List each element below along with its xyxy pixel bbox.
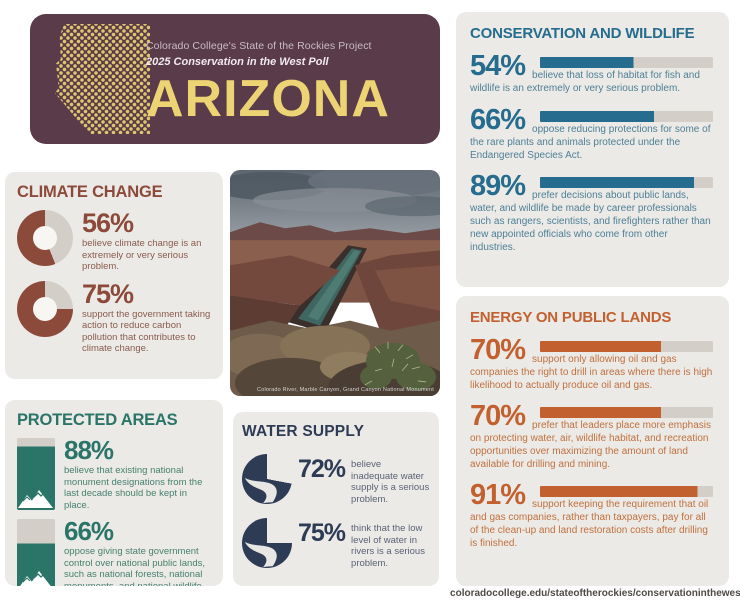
stat-percent: 66% [470,104,526,136]
stat-description: support the government taking action to … [82,308,211,355]
river-icon [244,542,277,568]
state-title: ARIZONA [146,70,390,128]
stat-description: support keeping the requirement that oil… [470,499,709,549]
protected-stat-1: 88% believe that existing national monum… [17,435,211,511]
river-pie-icon-72 [242,454,292,504]
header-text: Colorado College's State of the Rockies … [146,14,430,126]
conservation-stat-1: 54% believe that loss of habitat for fis… [470,52,715,96]
stat-percent: 75% [298,519,346,547]
water-section-title: WATER SUPPLY [242,423,365,440]
stat-description: support only allowing oil and gas compan… [470,354,713,391]
vertical-bar-66 [17,519,55,586]
stat-percent: 88% [64,435,114,465]
energy-stat-2: 70% prefer that leaders place more empha… [470,402,715,471]
canyon-illustration [230,170,440,396]
stat-percent: 66% [64,516,114,546]
climate-section-title: CLIMATE CHANGE [17,183,163,201]
horizontal-bar-70b [540,407,713,418]
water-stat-1: 72% believe inadequate water supply is a… [242,454,430,505]
horizontal-bar-89 [540,177,713,188]
conservation-stat-2: 66% oppose reducing protections for some… [470,106,715,162]
project-kicker: Colorado College's State of the Rockies … [146,40,372,52]
stat-description: oppose reducing protections for some of … [470,124,711,161]
section-protected-areas: PROTECTED AREAS 88% believe that existin… [5,400,223,586]
climate-stat-1: 56% believe climate change is an extreme… [17,210,211,273]
donut-chart-75 [17,280,73,337]
protected-stat-2: 66% oppose giving state government contr… [17,516,211,586]
stat-description: believe inadequate water supply is a ser… [351,459,430,505]
horizontal-bar-70a [540,341,713,352]
climate-stat-2: 75% support the government taking action… [17,278,211,355]
donut-hole [33,226,57,250]
conservation-stat-3: 89% prefer decisions about public lands,… [470,172,715,254]
stat-description: think that the low level of water in riv… [351,523,425,569]
photo-canyon: Colorado River, Marble Canyon, Grand Can… [230,170,440,396]
stat-percent: 72% [298,455,346,483]
section-water-supply: WATER SUPPLY 72% believe inadequate wate… [233,412,439,586]
section-climate-change: CLIMATE CHANGE 56% believe climate chang… [5,172,223,379]
stat-percent: 70% [470,334,526,366]
horizontal-bar-91 [540,486,713,497]
stat-text-block: 56% believe climate change is an extreme… [82,210,211,273]
stat-percent: 54% [470,50,526,82]
river-pie-icon-75 [242,518,292,568]
stat-percent: 91% [470,479,526,511]
energy-stat-3: 91% support keeping the requirement that… [470,481,715,550]
stat-description: oppose giving state government control o… [64,546,206,586]
stat-text-block: 75% support the government taking action… [82,278,211,355]
mountains-icon [20,571,51,586]
stat-text-block: 88% believe that existing national monum… [64,435,211,511]
stat-description: believe that loss of habitat for fish an… [470,70,700,94]
arizona-dot-map-icon [54,24,150,134]
protected-section-title: PROTECTED AREAS [17,411,178,429]
stat-description: prefer decisions about public lands, wat… [470,190,711,253]
mountains-icon [18,490,53,508]
donut-chart-56 [17,210,73,266]
horizontal-bar-54 [540,57,713,68]
vertical-bar-88 [17,438,55,510]
stat-percent: 75% [82,278,134,309]
water-stat-2: 75% think that the low level of water in… [242,518,430,569]
conservation-section-title: CONSERVATION AND WILDLIFE [470,25,695,42]
energy-section-title: ENERGY ON PUBLIC LANDS [470,309,672,326]
footer-url[interactable]: coloradocollege.edu/stateoftherockies/co… [450,588,740,599]
stat-percent: 89% [470,170,526,202]
header-banner: Colorado College's State of the Rockies … [30,14,440,144]
stat-percent: 70% [470,400,526,432]
photo-caption: Colorado River, Marble Canyon, Grand Can… [257,387,434,393]
stat-description: believe climate change is an extremely o… [82,238,202,272]
donut-hole [33,296,57,321]
stat-percent: 56% [82,208,134,238]
energy-stat-1: 70% support only allowing oil and gas co… [470,336,715,392]
river-icon [244,478,277,504]
section-energy-public-lands: ENERGY ON PUBLIC LANDS 70% support only … [456,296,729,586]
section-conservation-wildlife: CONSERVATION AND WILDLIFE 54% believe th… [456,12,729,287]
stat-text-block: 66% oppose giving state government contr… [64,516,211,586]
poll-subtitle: 2025 Conservation in the West Poll [146,56,329,68]
horizontal-bar-66 [540,111,713,122]
stat-description: believe that existing national monument … [64,465,203,511]
stat-description: prefer that leaders place more emphasis … [470,420,712,470]
